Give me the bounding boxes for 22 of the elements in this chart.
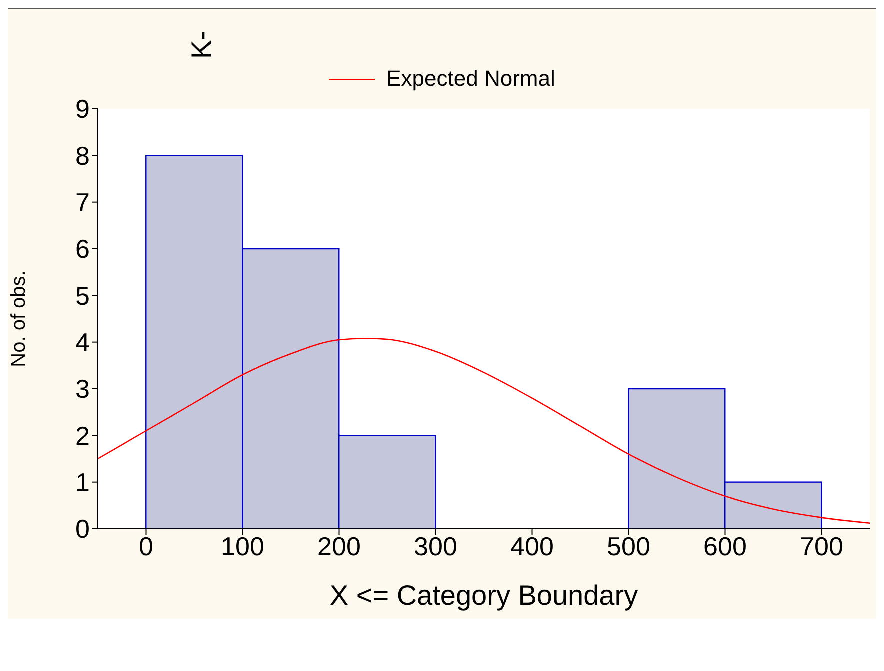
- y-tick-label: 1: [76, 468, 90, 498]
- y-tick-label: 3: [76, 374, 90, 404]
- x-tick-label: 0: [139, 531, 154, 562]
- y-axis-title: No. of obs.: [8, 270, 30, 368]
- x-tick-label: 100: [221, 531, 264, 562]
- y-tick-label: 8: [76, 140, 90, 171]
- x-tick-label: 500: [607, 531, 650, 562]
- y-tick-label: 6: [76, 234, 90, 264]
- x-tick-label: 600: [704, 531, 747, 562]
- y-tick-label: 4: [76, 328, 90, 358]
- line-series: [98, 338, 870, 524]
- x-tick-label: 200: [318, 531, 361, 562]
- y-tick-label: 5: [76, 280, 90, 311]
- legend-label: Expected Normal: [386, 66, 556, 92]
- x-tick-label: 400: [510, 531, 554, 562]
- x-tick-label: 700: [800, 531, 844, 562]
- y-tick-label: 9: [76, 94, 90, 124]
- y-tick-label: 7: [76, 188, 90, 218]
- text: K-: [186, 31, 217, 59]
- y-tick-label: 2: [76, 420, 90, 451]
- x-axis-title: X <= Category Boundary: [330, 580, 638, 611]
- x-tick-label: 300: [414, 531, 458, 562]
